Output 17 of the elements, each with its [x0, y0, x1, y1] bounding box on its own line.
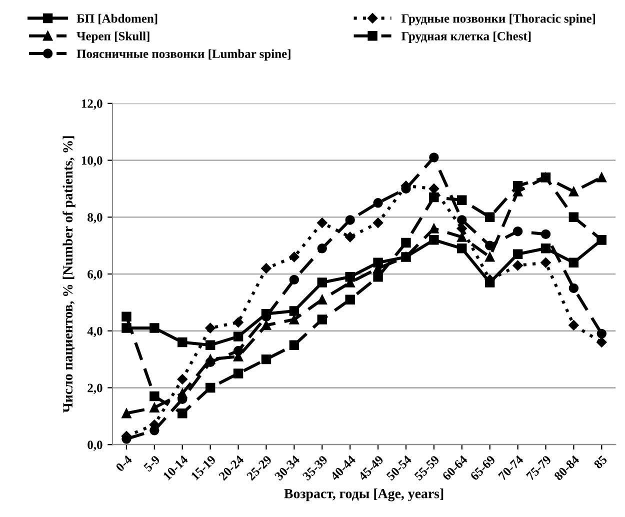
x-tick-label: 0-4 [115, 454, 133, 472]
y-tick-label: 12,0 [82, 99, 102, 110]
x-tick-label: 5-9 [143, 454, 160, 472]
legend-label: Грудные позвонки [Thoracic spine] [402, 14, 596, 26]
legend-label: Череп [Skull] [76, 32, 150, 43]
y-axis-title: Число пациентов, % [Number of patients, %] [62, 136, 76, 413]
y-tick-label: 6,0 [88, 270, 102, 280]
y-tick-label: 10,0 [82, 156, 102, 167]
x-tick-label: 85 [593, 454, 608, 470]
y-tick-label: 4,0 [87, 326, 102, 338]
y-tick-label: 2,0 [88, 384, 102, 394]
y-tick-label: 8,0 [88, 213, 102, 224]
legend-label: Грудная клетка [Chest] [402, 32, 531, 43]
legend-label: Поясничные позвонки [Lumbar spine] [76, 49, 290, 61]
x-axis-title: Возраст, годы [Age, years] [284, 488, 444, 502]
legend-label: БП [Abdomen] [76, 14, 158, 24]
y-tick-label: 0,0 [88, 440, 102, 451]
